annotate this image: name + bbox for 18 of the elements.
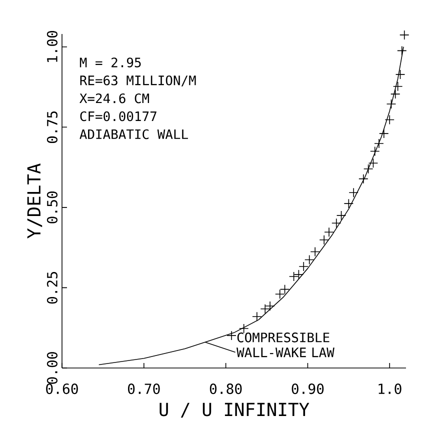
annotation: RE=63 MILLION/M xyxy=(80,76,196,86)
x-tick-label: 0.80 xyxy=(210,384,242,394)
y-tick-label: 0.25 xyxy=(46,272,58,304)
annotation: X=24.6 CM xyxy=(80,93,150,104)
x-tick-label: 0.60 xyxy=(46,384,78,394)
annotation: CF=0.00177 xyxy=(80,111,156,122)
y-tick-label: 0.75 xyxy=(46,111,58,144)
annotation: ADIABATIC WALL xyxy=(80,129,188,140)
x-tick-label: 1.0 xyxy=(378,384,402,394)
y-tick-label: 0.50 xyxy=(46,192,58,224)
y-tick-label: 0.00 xyxy=(46,352,58,384)
annotation: M = 2.95 xyxy=(80,58,141,68)
y-tick-label: 1.00 xyxy=(46,30,58,62)
y-axis-title: Y/DELTA xyxy=(27,164,42,238)
x-axis-title: U / U INFINITY xyxy=(160,402,310,418)
annotation: COMPRESSIBLE WALL-WAKE LAW xyxy=(236,332,334,358)
x-tick-label: 0.70 xyxy=(128,384,160,394)
x-tick-label: 0.90 xyxy=(292,384,324,394)
